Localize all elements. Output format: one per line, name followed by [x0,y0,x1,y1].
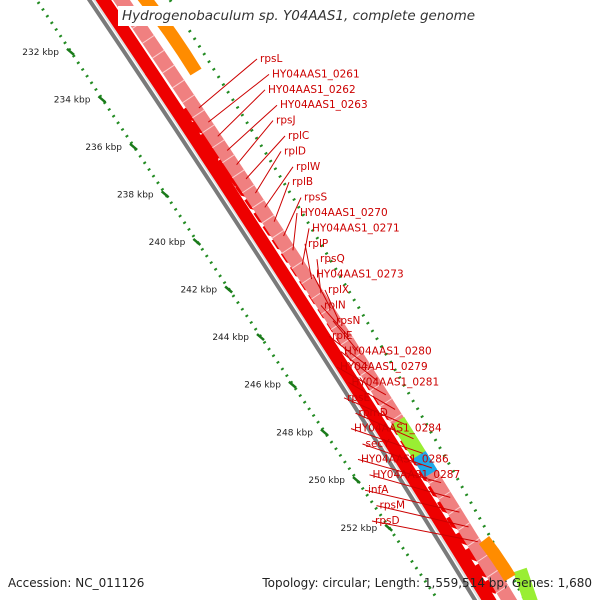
gene-leader-line [255,151,281,193]
ruler-tick [353,477,360,483]
gene-label: rplP [308,238,328,250]
gene-label: HY04AAS1_0270 [300,207,388,219]
gene-label: infA [368,484,389,496]
ruler-tick-label: 248 kbp [276,428,313,438]
ruler-tick-label: 250 kbp [308,476,345,486]
gene-label: rpsS [304,192,327,204]
gene-label: HY04AAS1_0284 [354,423,442,435]
gene-label: HY04AAS1_0286 [361,453,449,465]
gene-leader-line [284,198,301,236]
gene-leader-line [218,90,265,137]
gene-label: HY04AAS1_0279 [340,361,428,373]
genome-summary-text: Topology: circular; Length: 1,559,514 bp… [262,576,592,590]
gene-label: rpmD [359,407,388,419]
ruler-tick-label: 236 kbp [85,143,122,153]
gene-label: HY04AAS1_0261 [272,68,360,80]
gene-label: HY04AAS1_0281 [352,376,440,388]
gene-label: rpsN [336,315,360,327]
gene-leader-line [199,59,257,108]
accession-text: Accession: NC_011126 [8,576,144,590]
gene-label: HY04AAS1_0263 [280,99,368,111]
gene-label: rplB [292,176,313,188]
gene-label: rpsE [347,392,370,404]
gene-labels: rpsL HY04AAS1_0261 HY04AAS1_0262 HY04AAS1_0… [199,53,478,542]
gene-label: rplD [284,145,306,157]
ruler-tick [321,429,328,435]
ruler-tick-label: 242 kbp [180,286,217,296]
ruler-tick-label: 232 kbp [22,48,59,58]
ruler-tick-label: 244 kbp [212,333,249,343]
gene-leader-line [293,213,297,250]
gene-label: rpsL [260,53,282,65]
ruler-tick-label: 238 kbp [117,190,154,200]
ruler-tick [193,239,200,245]
ruler-tick [225,287,232,293]
map-title: Hydrogenobaculum sp. Y04AAS1, complete g… [118,6,479,26]
gene-label: rplE [332,330,353,342]
ruler-tick [98,96,105,102]
gene-label: HY04AAS1_0280 [344,346,432,358]
gene-label: rpsD [375,515,400,527]
genome-map: 232 kbp 234 kbp 236 kbp 238 kbp 240 kbp 242 k… [0,0,600,600]
ruler-tick [130,144,137,150]
gene-label: rpsJ [276,115,296,127]
ruler-tick-label: 246 kbp [244,381,281,391]
ruler-tick-label: 252 kbp [341,524,378,534]
gene-label: rplW [296,161,321,173]
gene-label: rplX [328,284,349,296]
gene-leader-line [246,136,285,179]
gene-label: HY04AAS1_0262 [268,84,356,96]
gene-label: HY04AAS1_0273 [316,269,404,281]
gene-leader-line [265,167,293,208]
gene-label: rplC [288,130,309,142]
gene-label: rplN [324,299,346,311]
gene-leader-line [208,74,269,122]
gc-content-track [38,2,438,600]
ruler-tick-label: 240 kbp [149,238,186,248]
gene-leader-line [237,121,273,165]
gene-label: rpsQ [320,253,345,265]
gene-label: HY04AAS1_0287 [373,469,461,481]
gene-leader-line [227,105,277,150]
ruler-tick [289,382,296,388]
gene-leader-line [274,182,289,221]
gene-label: secY [366,438,391,450]
ruler-tick [162,191,169,197]
ruler: 232 kbp 234 kbp 236 kbp 238 kbp 240 kbp 242 k… [22,2,438,600]
gene-label: HY04AAS1_0271 [312,222,400,234]
gene-label: rpsM [380,500,406,512]
ruler-tick-label: 234 kbp [54,95,91,105]
